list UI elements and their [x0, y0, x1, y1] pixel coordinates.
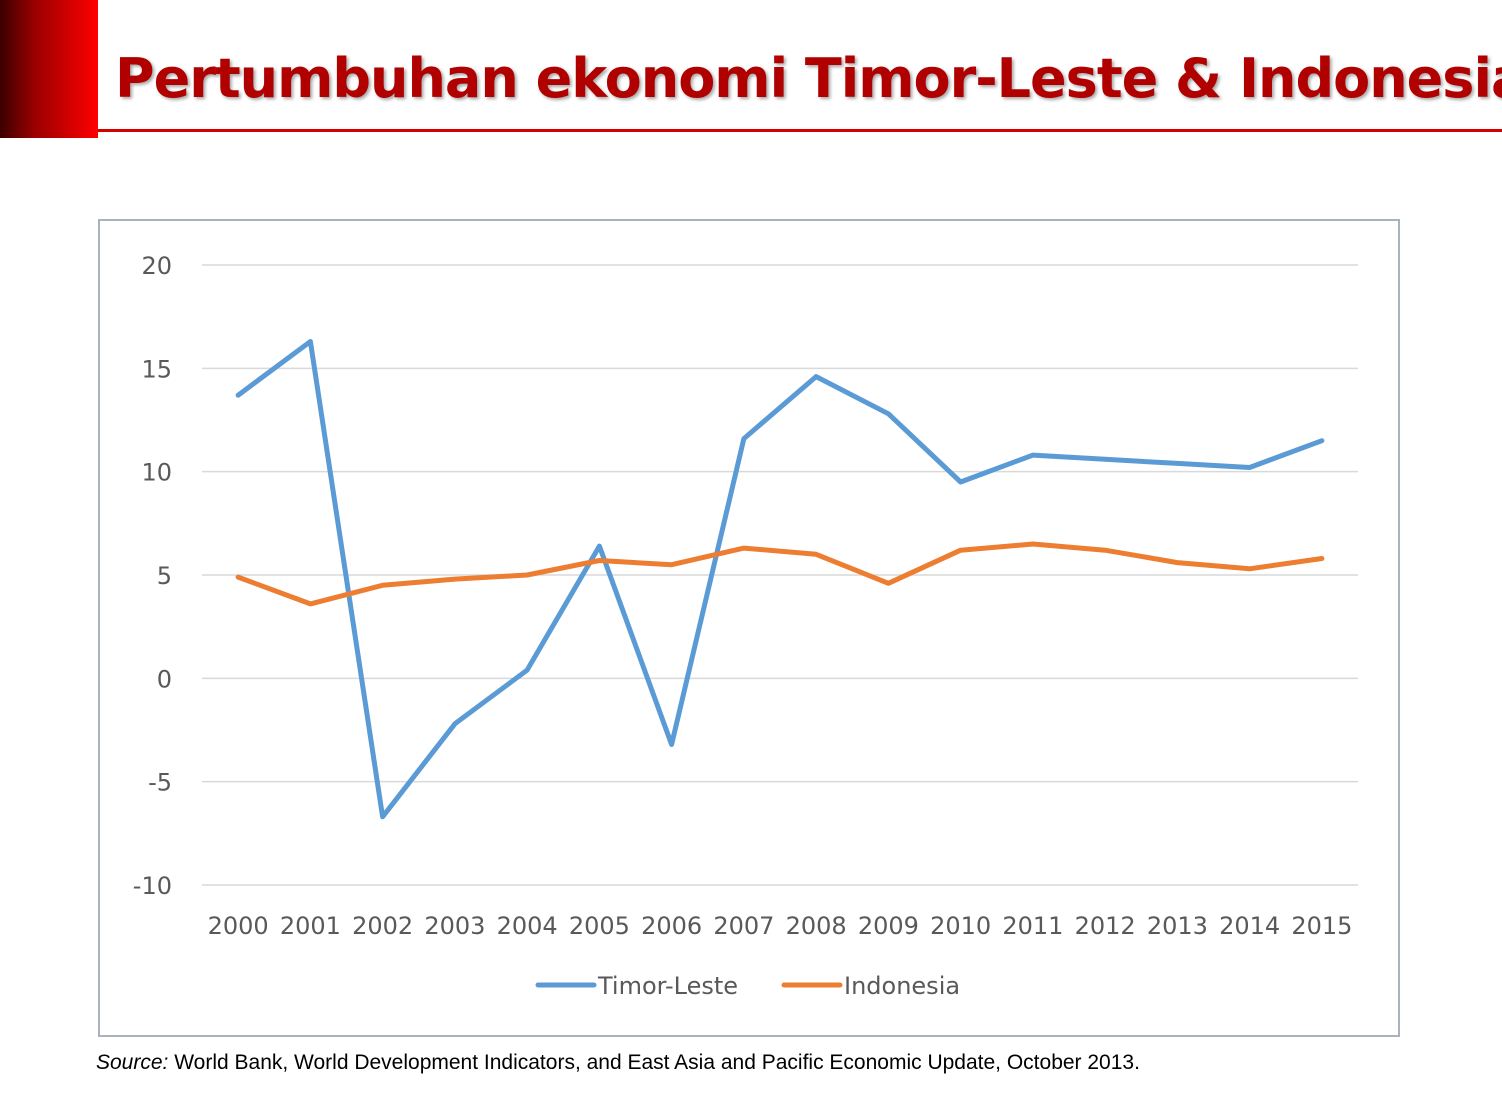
title-accent-block [0, 0, 98, 138]
x-tick-label: 2008 [786, 912, 847, 940]
x-tick-label: 2004 [497, 912, 558, 940]
y-tick-label: -5 [148, 769, 172, 797]
x-tick-label: 2007 [713, 912, 774, 940]
series-line-indonesia [235, 541, 1325, 607]
legend-label-timor-leste: Timor-Leste [597, 972, 738, 1000]
y-tick-label: 0 [157, 665, 172, 693]
source-text: World Bank, World Development Indicators… [168, 1051, 1140, 1074]
y-tick-label: 10 [141, 459, 172, 487]
gridlines [202, 264, 1358, 886]
source-note: Source: World Bank, World Development In… [96, 1051, 1140, 1075]
y-tick-label: 20 [141, 252, 172, 280]
chart-frame: 20 15 10 5 0 -5 -10 2000 2001 2002 2003 2004 2005 20… [98, 219, 1400, 1037]
x-tick-label: 2010 [930, 912, 991, 940]
x-tick-label: 2001 [280, 912, 341, 940]
x-tick-label: 2012 [1075, 912, 1136, 940]
y-tick-label: 5 [157, 562, 172, 590]
source-label: Source: [96, 1051, 169, 1074]
x-tick-label: 2000 [208, 912, 269, 940]
x-tick-label: 2013 [1147, 912, 1208, 940]
y-tick-label: 15 [141, 355, 172, 383]
x-tick-label: 2006 [641, 912, 702, 940]
x-axis-ticks: 2000 2001 2002 2003 2004 2005 2006 2007 2008 2009… [208, 912, 1353, 940]
x-tick-label: 2014 [1219, 912, 1280, 940]
slide-title: Pertumbuhan ekonomi Timor-Leste & Indone… [115, 47, 1502, 110]
series-lines [235, 339, 1325, 820]
x-tick-label: 2005 [569, 912, 630, 940]
title-underline [98, 129, 1502, 132]
x-tick-label: 2011 [1002, 912, 1063, 940]
x-tick-label: 2003 [424, 912, 485, 940]
y-axis-ticks: 20 15 10 5 0 -5 -10 [133, 252, 172, 900]
series-line-timor-leste [235, 339, 1325, 820]
y-tick-label: -10 [133, 872, 172, 900]
legend: Timor-Leste Indonesia [535, 972, 960, 1000]
x-tick-label: 2009 [858, 912, 919, 940]
x-tick-label: 2015 [1291, 912, 1352, 940]
legend-label-indonesia: Indonesia [844, 972, 960, 1000]
x-tick-label: 2002 [352, 912, 413, 940]
